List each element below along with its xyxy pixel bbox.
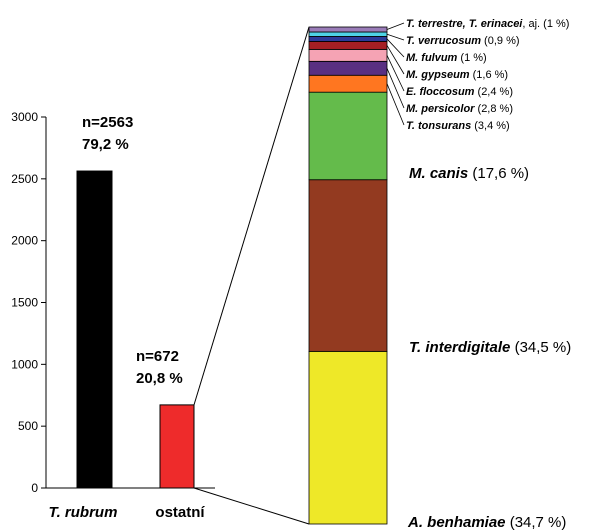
segment-percent: (0,9 %) <box>481 35 520 47</box>
segment-label: T. verrucosum (0,9 %) <box>406 35 520 47</box>
stack-segment <box>308 48 388 62</box>
segment-label: M. fulvum (1 %) <box>406 52 487 64</box>
segment-percent: (34,5 %) <box>510 339 571 356</box>
segment-label: E. floccosum (2,4 %) <box>406 86 513 98</box>
bar-count-label: n=672 <box>136 348 179 365</box>
segment-percent: (3,4 %) <box>471 120 510 132</box>
stacked-breakdown-bar: A. benhamiae (34,7 %) T. interdigitale (3… <box>193 18 571 530</box>
stack-segment <box>308 179 388 352</box>
segment-label: M. gypseum (1,6 %) <box>406 69 508 81</box>
segment-species: T. terrestre, T. erinacei <box>406 18 523 30</box>
leader-line <box>386 33 405 41</box>
category-label: T. rubrum <box>49 504 118 521</box>
bar-ostatni <box>159 404 195 489</box>
segment-percent: (1,6 %) <box>470 69 509 81</box>
y-tick-label: 1000 <box>11 357 38 371</box>
segment-species: T. interdigitale <box>409 339 510 356</box>
leader-line <box>386 55 405 92</box>
segment-species: M. canis <box>409 165 468 182</box>
segment-percent: (2,4 %) <box>474 86 513 98</box>
y-tick-label: 2000 <box>11 234 38 248</box>
segment-label: T. interdigitale (34,5 %) <box>409 339 571 356</box>
stack-segment <box>308 26 388 33</box>
bar-count-label: n=2563 <box>82 114 133 131</box>
leader-line <box>386 83 405 126</box>
segment-species: M. persicolor <box>406 103 475 115</box>
y-tick-label: 500 <box>18 419 38 433</box>
y-tick-label: 2500 <box>11 172 38 186</box>
leader-line <box>386 68 405 109</box>
category-label: ostatní <box>155 504 205 521</box>
segment-percent: (34,7 %) <box>506 514 567 530</box>
y-tick-label: 0 <box>31 481 38 495</box>
segment-label: T. tonsurans (3,4 %) <box>406 120 510 132</box>
bar-t-rubrum <box>76 170 113 489</box>
segment-species: E. floccosum <box>406 86 475 98</box>
segment-percent: (1 %) <box>457 52 486 64</box>
y-tick-label: 3000 <box>11 110 38 124</box>
bar-percent-label: 20,8 % <box>136 370 183 387</box>
leader-line <box>386 38 405 58</box>
y-tick-label: 1500 <box>11 296 38 310</box>
segment-label: M. persicolor (2,8 %) <box>406 103 513 115</box>
bar-percent-label: 79,2 % <box>82 136 129 153</box>
segment-percent: (2,8 %) <box>474 103 513 115</box>
segment-label: T. terrestre, T. erinacei, aj. (1 %) <box>406 18 569 30</box>
segment-species: T. verrucosum <box>406 35 481 47</box>
leader-line <box>386 45 405 75</box>
leader-line <box>386 22 405 30</box>
stack-segment <box>308 74 388 93</box>
segment-percent: (17,6 %) <box>468 165 529 182</box>
stack-segment <box>308 36 388 42</box>
stack-segment <box>308 31 388 37</box>
stack-segment <box>308 91 388 181</box>
stack-segment <box>308 350 388 525</box>
y-axis: 0 500 1000 1500 2000 2500 3000 <box>11 110 215 495</box>
segment-species: M. fulvum <box>406 52 458 64</box>
segment-species: M. gypseum <box>406 69 470 81</box>
connector-line-bottom <box>193 487 310 525</box>
segment-label: A. benhamiae (34,7 %) <box>407 514 566 530</box>
connector-line-top <box>193 26 310 406</box>
stack-segment <box>308 41 388 50</box>
segment-species: A. benhamiae <box>407 514 506 530</box>
segment-percent: , aj. (1 %) <box>522 18 569 30</box>
segment-label: M. canis (17,6 %) <box>409 165 529 182</box>
main-bars: T. rubrum n=2563 79,2 % ostatní n=672 20,8 % <box>49 114 206 521</box>
segment-species: T. tonsurans <box>406 120 471 132</box>
stack-segment <box>308 60 388 76</box>
